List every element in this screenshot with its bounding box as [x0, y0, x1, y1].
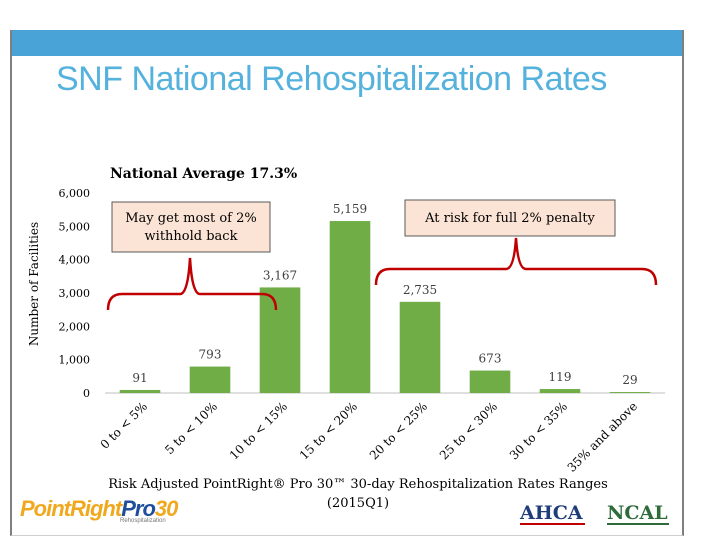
bars	[119, 221, 651, 393]
bar	[259, 287, 301, 393]
ahca-logo-rule	[520, 523, 585, 525]
ncal-logo-rule	[607, 523, 669, 525]
y-tick-label: 6,000	[59, 187, 91, 200]
x-axis-ticks: 0 to < 5% 5 to < 10% 10 to < 15% 15 to < 20…	[98, 399, 640, 475]
bar-value-label: 793	[199, 348, 222, 362]
slide-title: SNF National Rehospitalization Rates	[56, 60, 607, 98]
y-tick-label: 2,000	[59, 320, 91, 333]
bar	[469, 370, 511, 393]
top-band	[12, 30, 682, 56]
x-tick-label: 30 to < 35%	[507, 399, 570, 462]
x-tick-label: 15 to < 20%	[297, 399, 360, 462]
x-axis-label: Risk Adjusted PointRight® Pro 30™ 30-day…	[108, 477, 608, 492]
x-axis-sublabel: (2015Q1)	[327, 496, 389, 511]
y-tick-label: 4,000	[59, 254, 91, 267]
bracket	[106, 257, 278, 311]
callout-penalty: At risk for full 2% penalty	[404, 199, 616, 237]
bar-value-label: 2,735	[403, 283, 437, 297]
x-tick-label: 20 to < 25%	[367, 399, 430, 462]
bar-value-label: 5,159	[333, 202, 367, 216]
callout-withhold-line-2: withhold back	[145, 229, 238, 244]
pointright-logo: PointRightPro30 Rehospitalization	[20, 496, 179, 524]
bar-value-label: 29	[622, 373, 637, 387]
bar	[399, 301, 441, 393]
pointright-logo-sub: Rehospitalization	[120, 518, 166, 524]
callout-penalty-box	[404, 199, 616, 237]
callout-withhold-line-1: May get most of 2%	[125, 211, 257, 226]
callout-withhold-box	[111, 201, 271, 253]
bar-value-label: 3,167	[263, 268, 297, 282]
y-tick-label: 1,000	[59, 354, 91, 367]
y-tick-label: 0	[83, 387, 90, 400]
x-tick-label: 0 to < 5%	[98, 399, 150, 451]
y-tick-label: 3,000	[59, 287, 91, 300]
pointright-logo-pro: Pro	[121, 496, 156, 521]
bar	[329, 221, 371, 393]
callout-withhold: May get most of 2% withhold back	[111, 201, 271, 253]
x-tick-label: 25 to < 30%	[437, 399, 500, 462]
bar	[119, 389, 161, 393]
brackets	[106, 237, 658, 311]
callout-penalty-text: At risk for full 2% penalty	[424, 211, 595, 226]
y-tick-label: 5,000	[59, 220, 91, 233]
ahca-logo: AHCA	[520, 502, 583, 524]
y-axis-ticks: 0 1,000 2,000 3,000 4,000 5,000 6,000	[59, 187, 91, 400]
bar	[189, 366, 231, 393]
ncal-logo: NCAL	[607, 502, 668, 524]
x-tick-label: 5 to < 10%	[162, 399, 220, 457]
slide: SNF National Rehospitalization Rates	[10, 30, 684, 536]
bracket	[374, 237, 658, 286]
x-tick-label: 35% and above	[565, 399, 641, 475]
value-labels: 91 793 3,167 5,159 2,735 673 119 29	[132, 202, 637, 387]
chart-title: National Average 17.3%	[110, 166, 297, 182]
bar-value-label: 119	[549, 370, 572, 384]
bar	[539, 389, 581, 393]
bar-value-label: 673	[479, 352, 502, 366]
x-tick-label: 10 to < 15%	[227, 399, 290, 462]
pointright-logo-main: PointRight	[20, 496, 122, 521]
bar-value-label: 91	[132, 371, 147, 385]
pointright-logo-num: 30	[154, 496, 179, 521]
bar	[609, 392, 651, 393]
y-axis-label: Number of Facilities	[27, 222, 41, 346]
